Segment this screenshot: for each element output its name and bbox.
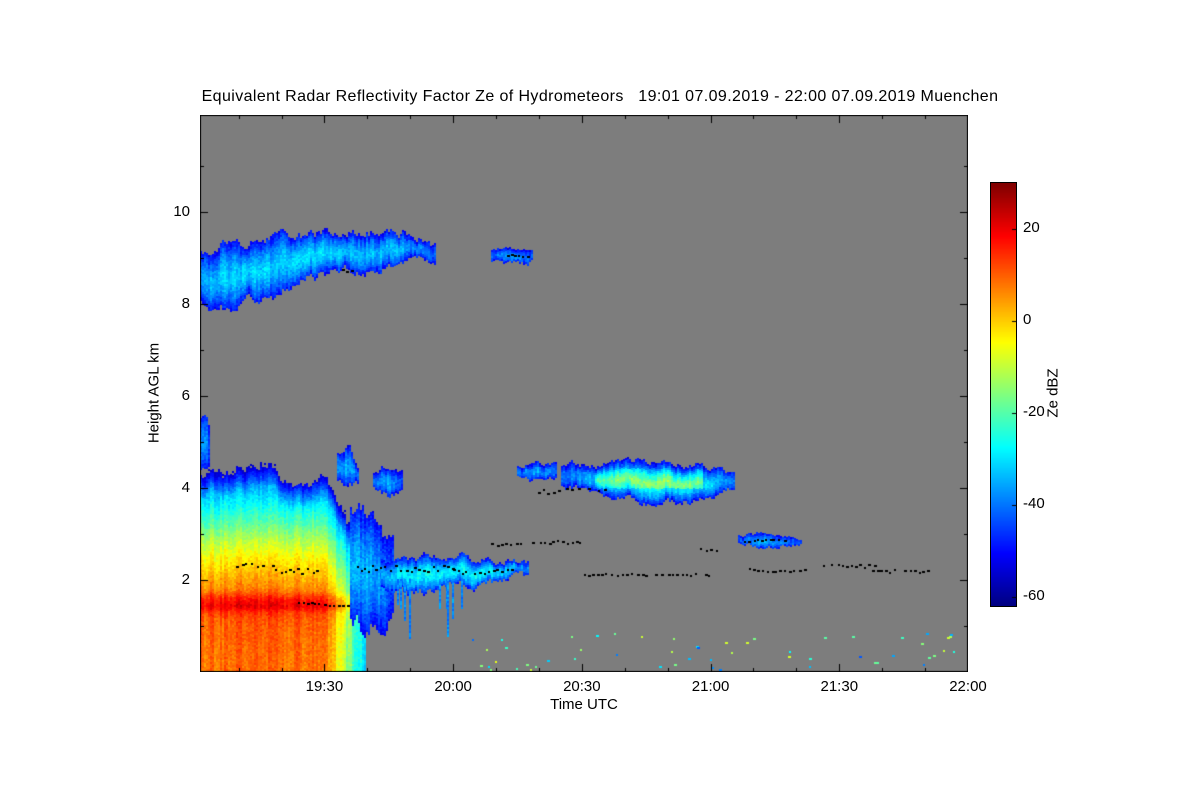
x-tick-label: 19:30: [305, 678, 344, 695]
colorbar-tick-label: -40: [1023, 494, 1045, 512]
y-tick-label: 2: [181, 570, 190, 588]
y-tick-label: 10: [173, 202, 190, 220]
colorbar-tick-label: -60: [1023, 586, 1045, 604]
y-tick-label: 4: [181, 478, 190, 496]
colorbar-axis-label: Ze dBZ: [1044, 368, 1062, 418]
x-axis-label: Time UTC: [550, 696, 618, 713]
colorbar-gradient: [990, 182, 1017, 607]
chart-title: Equivalent Radar Reflectivity Factor Ze …: [201, 88, 999, 105]
colorbar-tick-label: -20: [1023, 402, 1045, 420]
y-tick-label: 8: [181, 294, 190, 312]
reflectivity-heatmap: [200, 115, 968, 672]
x-tick-label: 20:30: [563, 678, 601, 695]
colorbar-tick-label: 20: [1023, 218, 1040, 236]
y-tick-label: 6: [181, 386, 190, 404]
x-tick-label: 22:00: [949, 678, 987, 695]
x-tick-label: 21:30: [820, 678, 859, 695]
x-tick-label: 21:00: [691, 678, 730, 695]
x-tick-label: 20:00: [434, 678, 472, 695]
colorbar-tick-label: 0: [1023, 310, 1032, 328]
